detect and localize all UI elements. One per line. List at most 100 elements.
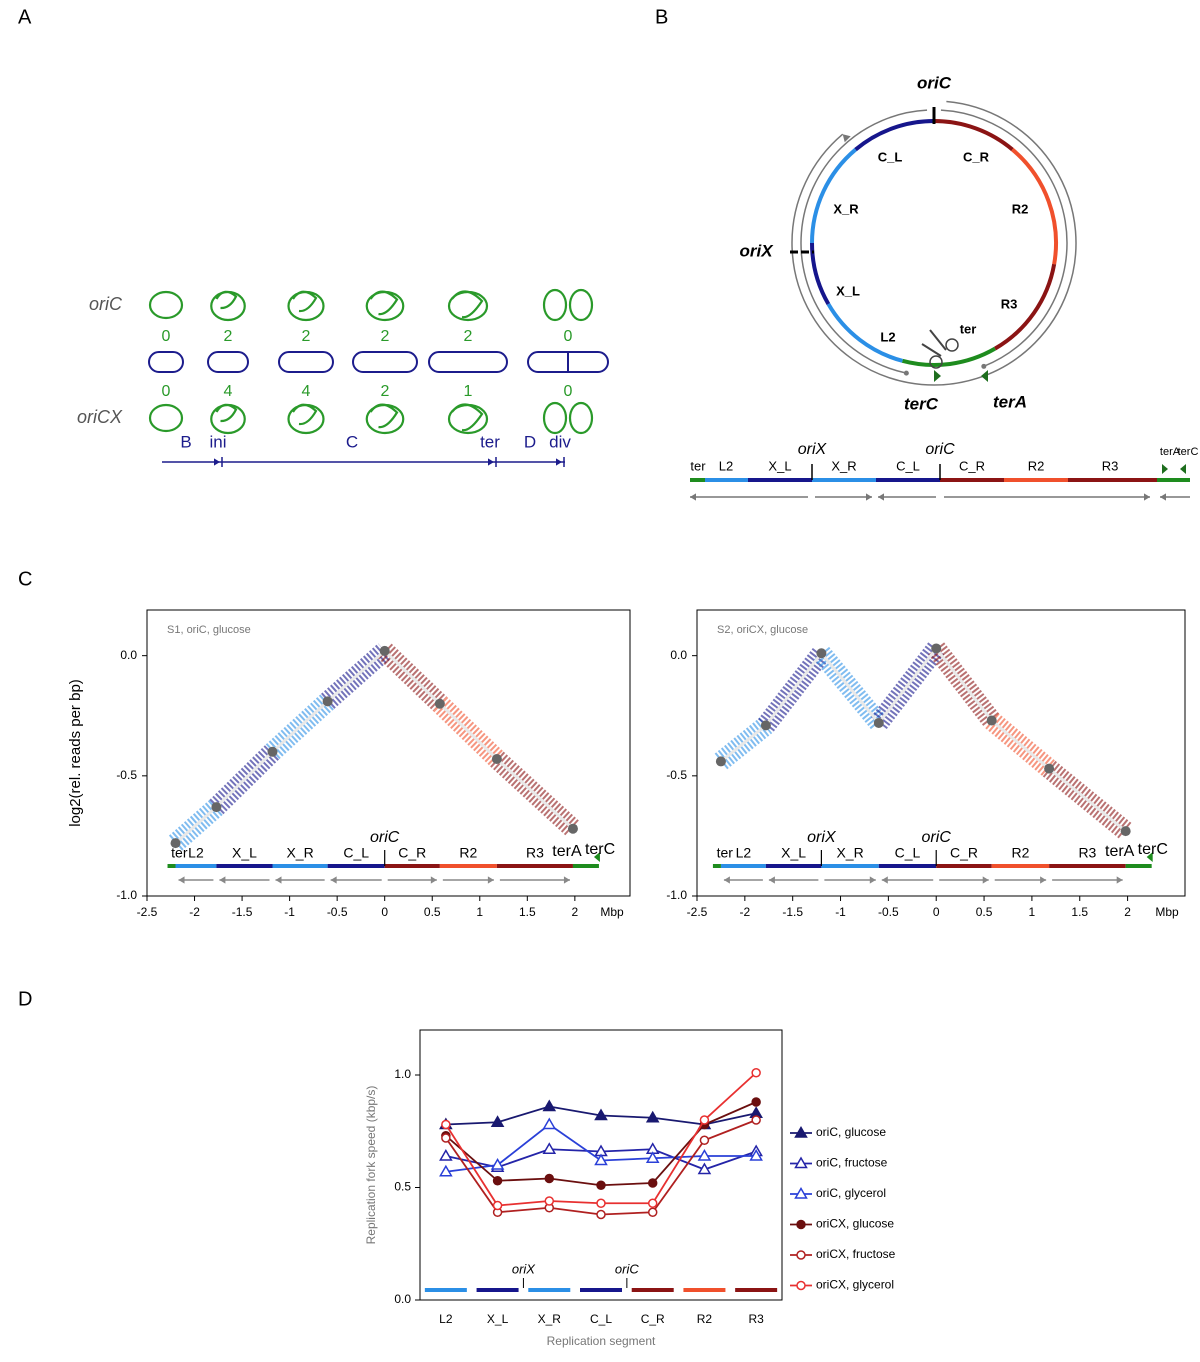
breakpoint [715,756,726,767]
strain-label: oriC [89,294,123,314]
legend-label: oriC, fructose [816,1156,888,1170]
x-tick-label: -1 [284,905,295,919]
chromosome-segment [810,242,831,305]
breakpoint [267,746,278,757]
ter-site [593,852,600,862]
arrow-head [982,876,989,884]
replicated-arc [451,290,484,319]
x-unit: Mbp [600,905,624,919]
replicated-arc [215,290,238,310]
arrow-head [1040,876,1047,884]
data-point [596,1209,606,1220]
cell [428,351,508,373]
arrow-head [275,876,282,884]
y-tick-label: -0.5 [666,768,687,782]
segment-label: L2 [188,845,204,861]
chromosome-segment [901,346,996,367]
map-label: terC [1178,446,1199,458]
x-tick-label: X_R [538,1312,562,1326]
chromosome-segment [810,148,857,244]
map-label: L2 [719,458,733,473]
data-point [645,1110,660,1123]
chromosome [542,288,568,322]
phase-label: B [180,432,191,451]
chromosome-segment [933,119,1014,152]
ori-count: 0 [564,328,573,345]
arrow-head [219,876,226,884]
panel-label: A [18,6,32,28]
replicated-arc [369,290,399,316]
ter-site [934,370,941,382]
panel-label: B [655,6,668,28]
arrow-head [842,134,851,143]
segment-label: X_L [232,845,257,861]
scissors [929,329,947,351]
replicated-arc [451,403,484,432]
cell [352,351,418,373]
arrow-head [869,876,876,884]
breakpoint [379,645,390,656]
y-tick-label: 0.0 [670,648,687,662]
replication-arrow [940,109,1068,368]
x-tick-label: L2 [439,1312,453,1326]
segment-label: X_L [781,845,806,861]
map-label: ter [690,458,706,473]
breakpoint [986,715,997,726]
x-tick-label: -2.5 [687,905,708,919]
segment-label: C_R [950,845,978,861]
chromosome [148,290,184,320]
arrow-tip [903,370,909,376]
plot-title: S2, oriCX, glucose [717,624,808,636]
replication-arrow [791,100,1077,386]
ter-label: terC [1138,841,1168,858]
origin-label: oriC [615,1261,639,1276]
ori-count: 1 [464,383,473,400]
x-tick-label: C_R [641,1312,665,1326]
segment-label: R3 [1001,296,1018,311]
phase-label: ini [209,432,226,451]
arrow-head [866,493,872,501]
y-tick-label: 1.0 [394,1067,411,1081]
arrow-head [881,876,888,884]
data-point [697,1149,712,1161]
ter-label: ter [171,845,188,861]
x-tick-label: -0.5 [878,905,899,919]
ter-label: terA [552,843,582,860]
x-tick-label: X_L [487,1312,509,1326]
arrow-head [487,876,494,884]
x-tick-label: -1.5 [232,905,253,919]
data-point [441,1119,451,1130]
map-label: C_R [959,458,985,473]
arrow-tip [981,363,987,369]
legend-marker [794,1126,808,1138]
origin-label: oriX [798,441,828,458]
data-point [439,1149,453,1161]
panel-label: D [18,988,32,1010]
data-point [751,1068,761,1078]
chromosome [542,401,568,435]
data-point [699,1115,710,1125]
legend-marker [796,1219,806,1230]
arrow-head [878,493,884,501]
x-tick-label: 1 [476,905,483,919]
data-point [647,1207,658,1217]
segment-label: X_R [836,845,863,861]
plot-frame [696,609,1186,897]
breakpoint [170,838,181,849]
breakpoint [1120,826,1131,837]
segment-label: X_L [836,283,860,298]
ori-count: 2 [381,328,390,345]
strain-label: oriCX [77,407,123,427]
legend-label: oriC, glucose [816,1125,886,1139]
scissors [929,355,943,369]
segment-label: R2 [1012,201,1029,216]
cell [207,351,249,373]
breakpoint [873,717,884,728]
x-tick-label: -0.5 [327,905,348,919]
plot-frame [419,1029,783,1301]
x-tick-label: 0.5 [424,905,441,919]
ter-site [981,370,988,382]
ter-site [1146,852,1153,862]
x-axis-title: Replication segment [547,1334,656,1348]
ori-count: 2 [381,383,390,400]
